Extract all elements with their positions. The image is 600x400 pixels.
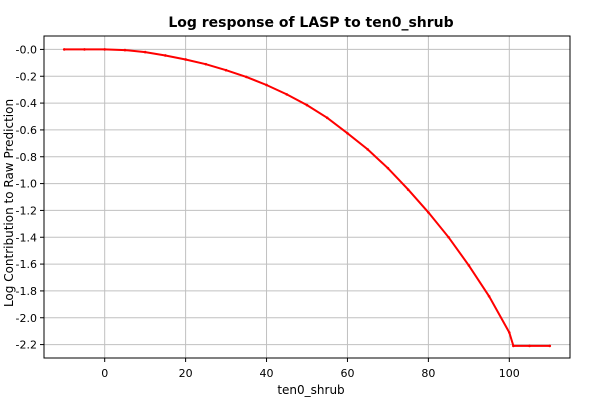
data-point <box>508 331 511 334</box>
x-axis-label: ten0_shrub <box>277 383 344 397</box>
data-point <box>487 294 491 298</box>
x-tick-label: 0 <box>101 367 108 380</box>
x-tick-label: 60 <box>340 367 354 380</box>
data-point <box>184 58 187 61</box>
data-point <box>245 75 248 79</box>
data-point <box>447 235 450 239</box>
x-tick-label: 100 <box>499 367 520 380</box>
data-point <box>143 50 147 54</box>
y-tick-label: -0.6 <box>16 124 37 137</box>
y-axis-label: Log Contribution to Raw Prediction <box>2 99 16 307</box>
series-layer <box>62 48 552 348</box>
y-tick-label: -1.4 <box>16 231 37 244</box>
data-point <box>406 188 410 191</box>
y-tick-label: -2.0 <box>16 312 37 325</box>
y-tick-label: -1.0 <box>16 178 37 191</box>
data-point <box>83 48 86 51</box>
data-point <box>528 344 531 348</box>
chart-title: Log response of LASP to ten0_shrub <box>168 15 453 31</box>
data-point <box>285 93 289 96</box>
data-point <box>103 48 106 51</box>
data-point <box>164 54 167 57</box>
y-tick-label: -0.8 <box>16 151 37 164</box>
data-point <box>62 48 66 51</box>
y-tick-label: -0.2 <box>16 70 37 83</box>
data-point <box>265 83 268 87</box>
y-tick-label: -1.8 <box>16 285 37 298</box>
x-tick-label: 80 <box>421 367 435 380</box>
data-point <box>467 264 471 267</box>
y-tick-label: -0.4 <box>16 97 37 110</box>
data-point <box>512 344 515 348</box>
y-tick-label: -1.6 <box>16 258 37 271</box>
data-point <box>346 131 349 135</box>
data-point <box>204 62 208 66</box>
data-point <box>123 48 127 52</box>
axes: 0 20 40 60 80 100 -0.0 -0.2 -0.4 -0.6 -0.8 -1.0 -1.2… <box>16 35 571 380</box>
y-tick-label: -0.0 <box>16 43 37 56</box>
data-point <box>305 103 309 107</box>
series-line <box>64 48 550 347</box>
plot-border <box>43 35 571 359</box>
y-tick-label: -1.2 <box>16 204 37 217</box>
data-point <box>548 344 552 348</box>
data-point <box>224 68 228 72</box>
data-point <box>325 116 329 120</box>
grid <box>44 36 570 358</box>
data-point <box>427 211 430 214</box>
data-point <box>366 148 369 151</box>
y-tick-label: -2.2 <box>16 339 37 352</box>
x-tick-label: 20 <box>179 367 193 380</box>
data-point <box>386 166 390 170</box>
plot-area <box>44 36 570 358</box>
x-tick-label: 40 <box>260 367 274 380</box>
